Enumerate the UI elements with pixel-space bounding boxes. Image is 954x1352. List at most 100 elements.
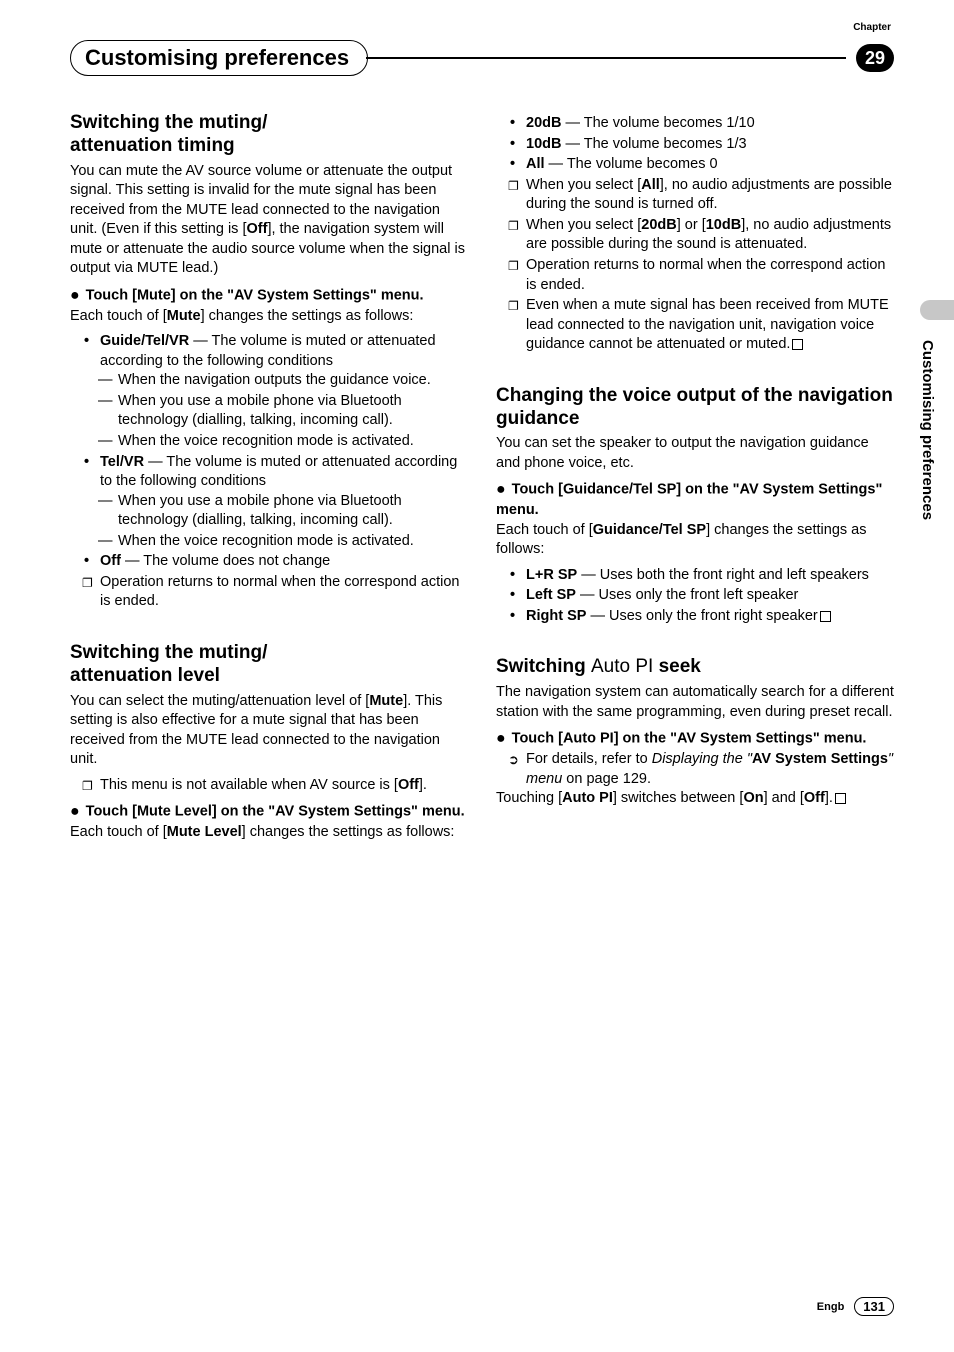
note: When you select [20dB] or [10dB], no aud…	[496, 216, 894, 255]
reference: For details, refer to Displaying the "AV…	[496, 750, 894, 789]
list-item: When the voice recognition mode is activ…	[118, 432, 468, 452]
header: Customising preferences 29	[70, 40, 894, 76]
title-line	[366, 57, 846, 59]
text-bold: AV System Settings	[752, 751, 888, 767]
text-bold: Off	[804, 790, 825, 806]
page-title: Customising preferences	[70, 40, 368, 76]
list-item: 10dB — The volume becomes 1/3	[526, 135, 894, 155]
list-item: Left SP — Uses only the front left speak…	[526, 586, 894, 606]
text-bold: All	[641, 177, 660, 193]
desc: — The volume becomes 1/3	[561, 136, 746, 152]
list-item: Off — The volume does not change	[100, 552, 468, 572]
desc: — The volume becomes 0	[545, 156, 718, 172]
step: ● Touch [Mute Level] on the "AV System Se…	[70, 801, 468, 823]
end-square-icon	[792, 339, 803, 350]
text: Each touch of [	[70, 824, 167, 840]
lang-label: Engb	[817, 1301, 845, 1313]
list-item: When the navigation outputs the guidance…	[118, 371, 468, 391]
text-bold: Auto PI	[562, 790, 613, 806]
note: Operation returns to normal when the cor…	[496, 256, 894, 295]
body-text: Each touch of [Mute Level] changes the s…	[70, 823, 468, 843]
text: ] and [	[764, 790, 804, 806]
term: 20dB	[526, 115, 561, 131]
body-text: Each touch of [Mute] changes the setting…	[70, 307, 468, 327]
list-item: Right SP — Uses only the front right spe…	[526, 607, 894, 627]
desc: — The volume does not change	[121, 553, 330, 569]
heading-voice-output: Changing the voice output of the navigat…	[496, 385, 894, 431]
text: on page 129.	[562, 771, 651, 787]
desc: — The volume is muted or attenuated acco…	[100, 454, 457, 490]
list: 20dB — The volume becomes 1/10 10dB — Th…	[496, 114, 894, 175]
step-text: Touch [Auto PI] on the "AV System Settin…	[512, 731, 867, 747]
body-text: You can select the muting/attenuation le…	[70, 692, 468, 770]
step-text: Touch [Guidance/Tel SP] on the "AV Syste…	[496, 482, 882, 518]
bullet-icon: ●	[70, 803, 80, 820]
left-column: Switching the muting/ attenuation timing…	[70, 112, 468, 849]
step: ●Touch [Mute] on the "AV System Settings…	[70, 285, 468, 307]
text: ].	[419, 777, 427, 793]
body-text: You can set the speaker to output the na…	[496, 434, 894, 473]
list-item: When you use a mobile phone via Bluetoot…	[118, 392, 468, 431]
bullet-icon: ●	[496, 730, 506, 747]
text: ].	[825, 790, 833, 806]
footer: Engb 131	[817, 1297, 894, 1316]
body-text: Touching [Auto PI] switches between [On]…	[496, 789, 894, 809]
term: Off	[100, 553, 121, 569]
note: When you select [All], no audio adjustme…	[496, 176, 894, 215]
note: Even when a mute signal has been receive…	[496, 296, 894, 355]
body-text: The navigation system can automatically …	[496, 683, 894, 722]
term: Guide/Tel/VR	[100, 333, 189, 349]
note: Operation returns to normal when the cor…	[70, 573, 468, 612]
note: This menu is not available when AV sourc…	[70, 776, 468, 796]
step-text: Touch [Mute Level] on the "AV System Set…	[86, 804, 465, 820]
desc: — The volume becomes 1/10	[561, 115, 754, 131]
heading-mute-level: Switching the muting/ attenuation level	[70, 642, 468, 688]
list: L+R SP — Uses both the front right and l…	[496, 566, 894, 627]
text: ] switches between [	[613, 790, 744, 806]
text: This menu is not available when AV sourc…	[100, 777, 398, 793]
step: ● Touch [Auto PI] on the "AV System Setti…	[496, 728, 894, 750]
desc: — Uses only the front right speaker	[586, 608, 817, 624]
sublist: When you use a mobile phone via Bluetoot…	[100, 492, 468, 552]
right-column: 20dB — The volume becomes 1/10 10dB — Th…	[496, 112, 894, 849]
text: Each touch of [	[70, 308, 167, 324]
desc: — Uses both the front right and left spe…	[577, 567, 869, 583]
text-light: Auto PI	[591, 656, 653, 677]
text: Switching	[496, 656, 591, 677]
text: You can select the muting/attenuation le…	[70, 693, 369, 709]
end-square-icon	[820, 611, 831, 622]
side-label: Customising preferences	[919, 340, 936, 520]
text-bold: Mute Level	[167, 824, 242, 840]
list-item: Guide/Tel/VR — The volume is muted or at…	[100, 332, 468, 451]
term: Right SP	[526, 608, 586, 624]
body-text: You can mute the AV source volume or att…	[70, 162, 468, 279]
text: seek	[653, 656, 701, 677]
heading-auto-pi: Switching Auto PI seek	[496, 656, 894, 679]
bullet-icon: ●	[496, 481, 506, 498]
text: Each touch of [	[496, 522, 593, 538]
list-item: 20dB — The volume becomes 1/10	[526, 114, 894, 134]
term: 10dB	[526, 136, 561, 152]
text-bold: 10dB	[706, 217, 741, 233]
body-text: Each touch of [Guidance/Tel SP] changes …	[496, 521, 894, 560]
desc: — Uses only the front left speaker	[576, 587, 798, 603]
bullet-icon: ●	[70, 287, 80, 304]
term: Left SP	[526, 587, 576, 603]
list-item: Tel/VR — The volume is muted or attenuat…	[100, 453, 468, 552]
step: ●Touch [Guidance/Tel SP] on the "AV Syst…	[496, 479, 894, 520]
text: ] or [	[677, 217, 706, 233]
term: All	[526, 156, 545, 172]
text-bold: Mute	[369, 693, 403, 709]
text: ] changes the settings as follows:	[201, 308, 414, 324]
end-square-icon	[835, 793, 846, 804]
text: When you select [	[526, 177, 641, 193]
text-italic: Displaying the "	[652, 751, 752, 767]
text: When you select [	[526, 217, 641, 233]
list-item: When you use a mobile phone via Bluetoot…	[118, 492, 468, 531]
text: ] changes the settings as follows:	[242, 824, 455, 840]
text: Even when a mute signal has been receive…	[526, 297, 889, 352]
term: Tel/VR	[100, 454, 144, 470]
text-bold: 20dB	[641, 217, 676, 233]
sublist: When the navigation outputs the guidance…	[100, 371, 468, 451]
page-number: 131	[854, 1297, 894, 1316]
